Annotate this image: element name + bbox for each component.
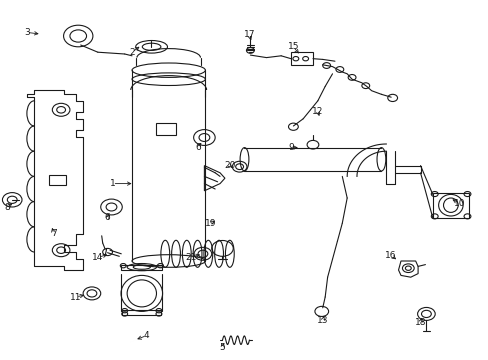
Text: 6: 6 xyxy=(104,213,110,222)
Text: 13: 13 xyxy=(316,316,328,325)
Text: 14: 14 xyxy=(92,253,103,262)
Text: 18: 18 xyxy=(414,318,426,327)
Text: 3: 3 xyxy=(24,28,30,37)
Text: 2: 2 xyxy=(129,48,135,57)
Text: 1: 1 xyxy=(109,179,115,188)
Text: 12: 12 xyxy=(311,107,323,116)
Bar xyxy=(290,52,312,65)
Text: 11: 11 xyxy=(70,292,81,302)
Text: 8: 8 xyxy=(4,202,10,211)
Text: 20: 20 xyxy=(224,161,235,170)
Text: 15: 15 xyxy=(287,42,299,51)
Text: 5: 5 xyxy=(219,343,225,352)
Text: 21: 21 xyxy=(184,253,196,262)
Text: 10: 10 xyxy=(453,199,465,208)
Text: 17: 17 xyxy=(243,30,255,39)
Text: 7: 7 xyxy=(51,230,57,239)
Text: 9: 9 xyxy=(287,143,293,152)
Bar xyxy=(156,123,176,135)
Text: 19: 19 xyxy=(204,219,216,228)
Text: 4: 4 xyxy=(143,331,149,340)
Bar xyxy=(49,175,66,185)
Text: 16: 16 xyxy=(385,251,396,260)
Text: 6: 6 xyxy=(195,143,201,152)
